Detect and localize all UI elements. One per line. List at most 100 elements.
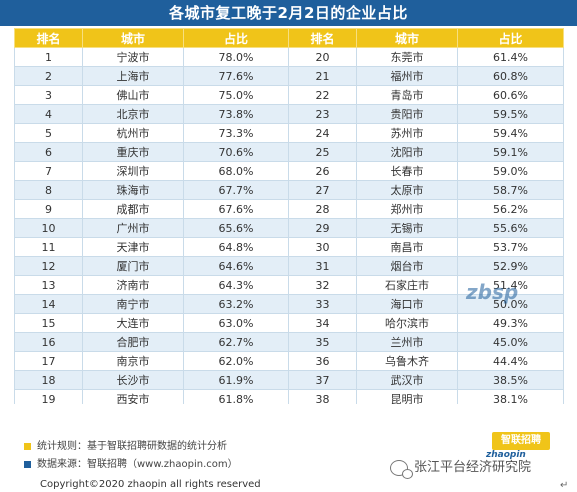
city-right-cell: 东莞市 xyxy=(357,48,458,67)
table-row: 5 杭州市 73.3% 24 苏州市 59.4% xyxy=(15,124,564,143)
rank-left-cell: 7 xyxy=(15,162,83,181)
page-title: 各城市复工晚于2月2日的企业占比 xyxy=(0,0,577,26)
city-right-cell: 沈阳市 xyxy=(357,143,458,162)
rank-right-cell: 35 xyxy=(289,333,357,352)
ratio-left-cell: 77.6% xyxy=(184,67,289,86)
city-right-cell: 贵阳市 xyxy=(357,105,458,124)
city-right-cell: 南昌市 xyxy=(357,238,458,257)
rank-left-cell: 16 xyxy=(15,333,83,352)
ratio-right-cell: 44.4% xyxy=(458,352,564,371)
city-left-cell: 北京市 xyxy=(83,105,184,124)
ratio-right-cell: 59.5% xyxy=(458,105,564,124)
ratio-left-cell: 64.3% xyxy=(184,276,289,295)
ratio-left-cell: 67.6% xyxy=(184,200,289,219)
ratio-left-cell: 64.6% xyxy=(184,257,289,276)
rank-right-cell: 29 xyxy=(289,219,357,238)
ratio-right-cell: 49.3% xyxy=(458,314,564,333)
rank-right-cell: 25 xyxy=(289,143,357,162)
city-right-cell: 太原市 xyxy=(357,181,458,200)
city-left-cell: 厦门市 xyxy=(83,257,184,276)
ratio-right-cell: 45.0% xyxy=(458,333,564,352)
city-left-cell: 上海市 xyxy=(83,67,184,86)
city-right-cell: 无锡市 xyxy=(357,219,458,238)
city-left-cell: 长沙市 xyxy=(83,371,184,390)
city-right-cell: 烟台市 xyxy=(357,257,458,276)
ratio-right-cell: 53.7% xyxy=(458,238,564,257)
city-right-cell: 海口市 xyxy=(357,295,458,314)
city-left-cell: 广州市 xyxy=(83,219,184,238)
note-source-text: 数据来源：智联招聘（www.zhaopin.com） xyxy=(37,459,238,470)
ratio-left-cell: 65.6% xyxy=(184,219,289,238)
rank-right-cell: 37 xyxy=(289,371,357,390)
watermark-text: zbsp xyxy=(466,280,518,304)
rank-left-cell: 3 xyxy=(15,86,83,105)
ratio-left-cell: 75.0% xyxy=(184,86,289,105)
table-header-row: 排名 城市 占比 排名 城市 占比 xyxy=(15,29,564,48)
rank-left-cell: 15 xyxy=(15,314,83,333)
table-row: 16 合肥市 62.7% 35 兰州市 45.0% xyxy=(15,333,564,352)
blue-square-icon xyxy=(24,461,31,468)
rank-left-cell: 5 xyxy=(15,124,83,143)
ratio-left-cell: 70.6% xyxy=(184,143,289,162)
city-right-cell: 兰州市 xyxy=(357,333,458,352)
rank-left-cell: 8 xyxy=(15,181,83,200)
ratio-left-cell: 64.8% xyxy=(184,238,289,257)
table-row: 11 天津市 64.8% 30 南昌市 53.7% xyxy=(15,238,564,257)
rank-right-cell: 32 xyxy=(289,276,357,295)
table-row: 7 深圳市 68.0% 26 长春市 59.0% xyxy=(15,162,564,181)
city-left-cell: 南京市 xyxy=(83,352,184,371)
ratio-right-cell: 60.8% xyxy=(458,67,564,86)
city-left-cell: 合肥市 xyxy=(83,333,184,352)
rank-right-cell: 30 xyxy=(289,238,357,257)
rank-right-cell: 31 xyxy=(289,257,357,276)
city-left-cell: 天津市 xyxy=(83,238,184,257)
table-row: 10 广州市 65.6% 29 无锡市 55.6% xyxy=(15,219,564,238)
ratio-right-cell: 52.9% xyxy=(458,257,564,276)
footer: 统计规则：基于智联招聘研数据的统计分析 数据来源：智联招聘（www.zhaopi… xyxy=(0,404,577,492)
city-right-cell: 哈尔滨市 xyxy=(357,314,458,333)
ratio-right-cell: 59.1% xyxy=(458,143,564,162)
rank-right-cell: 34 xyxy=(289,314,357,333)
city-left-cell: 杭州市 xyxy=(83,124,184,143)
ratio-left-cell: 61.9% xyxy=(184,371,289,390)
rank-left-cell: 9 xyxy=(15,200,83,219)
header-ratio-right: 占比 xyxy=(458,29,564,48)
rank-left-cell: 13 xyxy=(15,276,83,295)
rank-right-cell: 33 xyxy=(289,295,357,314)
note-rule-text: 统计规则：基于智联招聘研数据的统计分析 xyxy=(37,441,227,452)
rank-right-cell: 26 xyxy=(289,162,357,181)
ratio-left-cell: 63.2% xyxy=(184,295,289,314)
city-right-cell: 长春市 xyxy=(357,162,458,181)
city-right-cell: 苏州市 xyxy=(357,124,458,143)
city-left-cell: 成都市 xyxy=(83,200,184,219)
city-right-cell: 青岛市 xyxy=(357,86,458,105)
note-data-source: 数据来源：智联招聘（www.zhaopin.com） xyxy=(24,458,238,472)
rank-left-cell: 12 xyxy=(15,257,83,276)
city-left-cell: 南宁市 xyxy=(83,295,184,314)
city-left-cell: 大连市 xyxy=(83,314,184,333)
wechat-account-name: 张江平台经济研究院 xyxy=(414,460,531,475)
rank-left-cell: 10 xyxy=(15,219,83,238)
rank-left-cell: 6 xyxy=(15,143,83,162)
header-rank-right: 排名 xyxy=(289,29,357,48)
ratio-left-cell: 73.3% xyxy=(184,124,289,143)
ratio-right-cell: 59.4% xyxy=(458,124,564,143)
header-rank-left: 排名 xyxy=(15,29,83,48)
city-right-cell: 福州市 xyxy=(357,67,458,86)
ratio-left-cell: 67.7% xyxy=(184,181,289,200)
wechat-account: 张江平台经济研究院 xyxy=(390,458,531,478)
city-left-cell: 重庆市 xyxy=(83,143,184,162)
rank-right-cell: 36 xyxy=(289,352,357,371)
city-right-cell: 石家庄市 xyxy=(357,276,458,295)
rank-left-cell: 17 xyxy=(15,352,83,371)
city-left-cell: 深圳市 xyxy=(83,162,184,181)
table-row: 15 大连市 63.0% 34 哈尔滨市 49.3% xyxy=(15,314,564,333)
ratio-right-cell: 61.4% xyxy=(458,48,564,67)
ratio-right-cell: 60.6% xyxy=(458,86,564,105)
header-city-left: 城市 xyxy=(83,29,184,48)
ratio-right-cell: 55.6% xyxy=(458,219,564,238)
ratio-left-cell: 62.0% xyxy=(184,352,289,371)
copyright-text: Copyright©2020 zhaopin all rights reserv… xyxy=(40,478,261,492)
rank-right-cell: 24 xyxy=(289,124,357,143)
header-city-right: 城市 xyxy=(357,29,458,48)
